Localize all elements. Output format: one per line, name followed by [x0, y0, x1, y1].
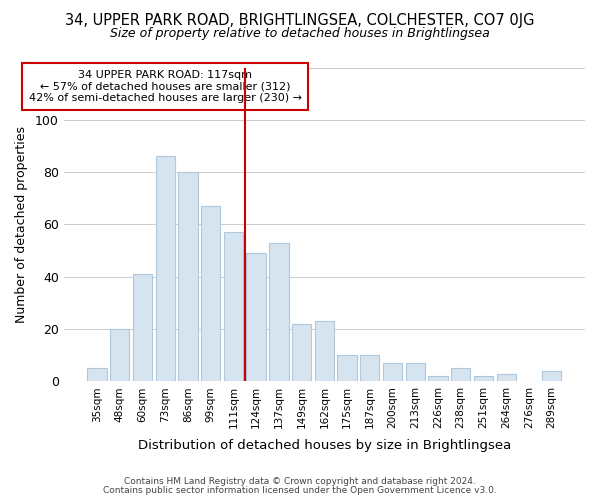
Bar	[497, 374, 516, 382]
Text: 34 UPPER PARK ROAD: 117sqm
← 57% of detached houses are smaller (312)
42% of sem: 34 UPPER PARK ROAD: 117sqm ← 57% of deta…	[29, 70, 302, 103]
Text: Contains public sector information licensed under the Open Government Licence v3: Contains public sector information licen…	[103, 486, 497, 495]
Bar	[247, 253, 266, 382]
Bar	[110, 329, 130, 382]
Bar	[292, 324, 311, 382]
Bar	[428, 376, 448, 382]
X-axis label: Distribution of detached houses by size in Brightlingsea: Distribution of detached houses by size …	[138, 440, 511, 452]
Bar	[383, 363, 402, 382]
Bar	[178, 172, 197, 382]
Bar	[133, 274, 152, 382]
Bar	[201, 206, 220, 382]
Bar	[542, 371, 562, 382]
Bar	[406, 363, 425, 382]
Text: 34, UPPER PARK ROAD, BRIGHTLINGSEA, COLCHESTER, CO7 0JG: 34, UPPER PARK ROAD, BRIGHTLINGSEA, COLC…	[65, 12, 535, 28]
Bar	[451, 368, 470, 382]
Bar	[224, 232, 243, 382]
Bar	[360, 355, 379, 382]
Y-axis label: Number of detached properties: Number of detached properties	[15, 126, 28, 323]
Bar	[155, 156, 175, 382]
Text: Contains HM Land Registry data © Crown copyright and database right 2024.: Contains HM Land Registry data © Crown c…	[124, 477, 476, 486]
Bar	[269, 243, 289, 382]
Bar	[337, 355, 357, 382]
Bar	[314, 321, 334, 382]
Text: Size of property relative to detached houses in Brightlingsea: Size of property relative to detached ho…	[110, 28, 490, 40]
Bar	[88, 368, 107, 382]
Bar	[474, 376, 493, 382]
